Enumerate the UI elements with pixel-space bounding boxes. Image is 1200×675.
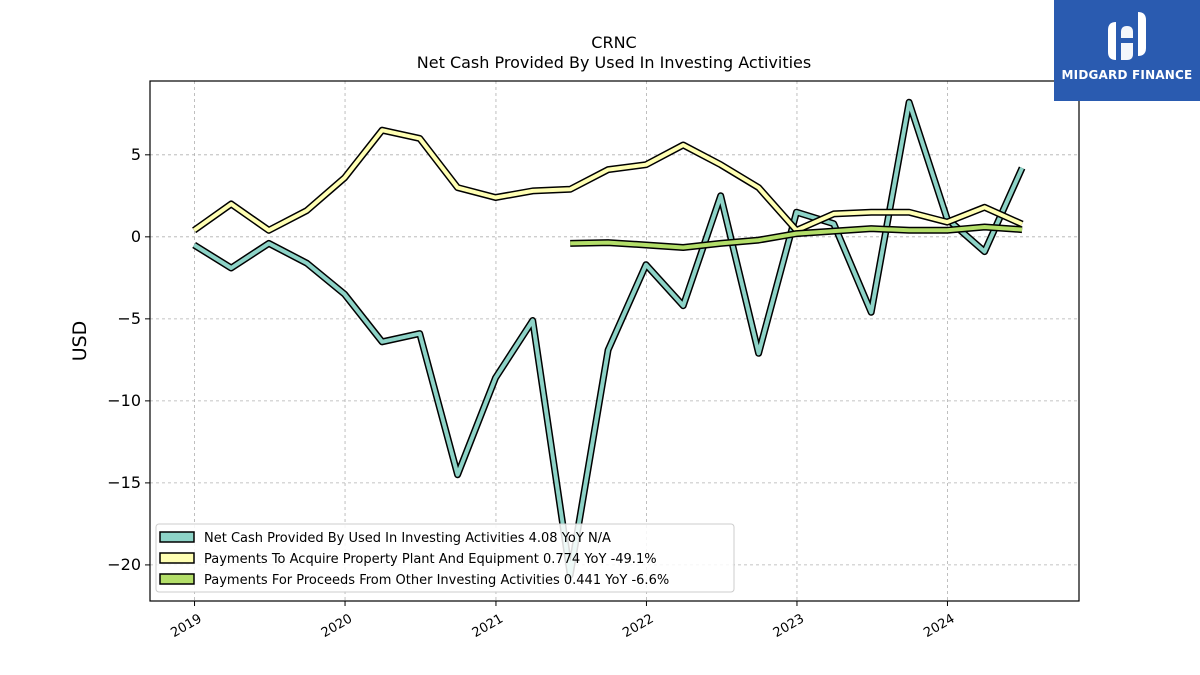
x-tick-label: 2019 [168, 611, 204, 641]
logo-mark-icon [1108, 12, 1146, 60]
grid [150, 81, 1079, 601]
x-tick-label: 2021 [470, 611, 506, 641]
series-line [192, 128, 1023, 233]
y-tick-label: 5 [131, 145, 141, 164]
y-axis-label: USD [69, 321, 91, 362]
chart-subtitle: Net Cash Provided By Used In Investing A… [417, 53, 811, 72]
legend-swatch [159, 531, 195, 543]
y-tick-label: 0 [131, 227, 141, 246]
x-tick-label: 2024 [921, 611, 957, 641]
chart-title: CRNC [591, 33, 636, 52]
legend-box [155, 523, 735, 593]
y-tick-label: −5 [117, 309, 141, 328]
legend-label: Net Cash Provided By Used In Investing A… [204, 531, 611, 546]
logo-text: MIDGARD FINANCE [1061, 68, 1193, 82]
series-line [193, 100, 1024, 577]
brand-logo: MIDGARD FINANCE [1054, 0, 1200, 101]
x-tick-label: 2022 [620, 611, 656, 641]
x-tick-label: 2020 [319, 611, 355, 641]
y-axis: 5 0 −5 −10 −15 −20 [107, 145, 150, 574]
x-axis: 2019 2020 2021 2022 2023 2024 [168, 601, 957, 641]
x-tick-label: 2023 [771, 611, 807, 641]
legend-swatch [159, 573, 195, 585]
y-tick-label: −20 [107, 555, 141, 574]
series-line [570, 225, 1023, 250]
legend-label: Payments For Proceeds From Other Investi… [204, 573, 669, 588]
legend: Net Cash Provided By Used In Investing A… [155, 523, 735, 593]
legend-label: Payments To Acquire Property Plant And E… [204, 552, 657, 567]
y-tick-label: −15 [107, 473, 141, 492]
plot-frame [149, 80, 1080, 602]
series-layer [192, 98, 1026, 579]
y-tick-label: −10 [107, 391, 141, 410]
legend-swatch [159, 552, 195, 564]
